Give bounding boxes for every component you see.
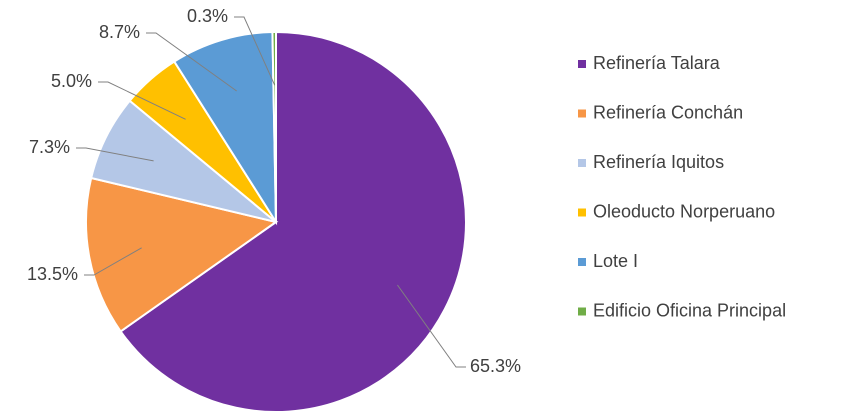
pie-slice — [119, 30, 467, 413]
legend-marker — [578, 159, 586, 167]
pie-slice — [85, 176, 279, 333]
leader-line — [397, 284, 466, 368]
legend-label: Refinería Iquitos — [593, 152, 724, 172]
legend-marker — [578, 307, 586, 316]
data-label: 13.5% — [27, 264, 78, 284]
legend-label: Lote I — [593, 251, 638, 271]
leader-line — [146, 32, 237, 92]
legend-marker — [578, 258, 586, 266]
leader-line — [76, 147, 154, 162]
data-label: 8.7% — [99, 22, 140, 42]
leader-line — [84, 247, 142, 276]
leader-line — [98, 81, 186, 120]
data-label: 5.0% — [51, 71, 92, 91]
legend-marker — [578, 109, 586, 118]
pie-slice — [172, 31, 278, 226]
pie-slice — [271, 30, 277, 223]
legend-label: Refinería Conchán — [593, 102, 743, 122]
legend-label: Refinería Talara — [593, 53, 721, 73]
legend-label: Oleoducto Norperuano — [593, 201, 775, 221]
data-label: 65.3% — [470, 356, 521, 376]
leader-line — [234, 16, 276, 86]
legend-label: Edificio Oficina Principal — [593, 300, 786, 320]
data-label: 7.3% — [29, 137, 70, 157]
legend-marker — [578, 60, 586, 68]
data-label: 0.3% — [187, 6, 228, 26]
legend-marker — [578, 208, 586, 217]
